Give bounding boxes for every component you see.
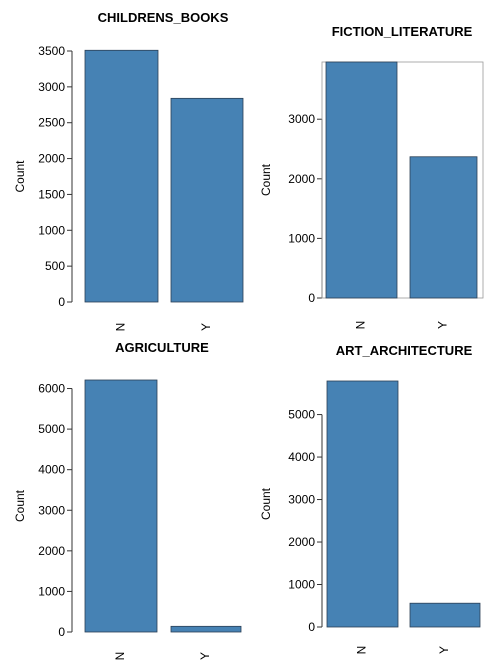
x-tick-label: Y	[199, 323, 213, 331]
y-tick-label: 1000	[288, 231, 315, 245]
x-tick-label: N	[355, 646, 369, 655]
y-axis-label: Count	[13, 489, 27, 522]
y-tick-label: 1000	[288, 578, 315, 592]
y-tick-label: 4000	[288, 450, 315, 464]
y-tick-label: 6000	[38, 382, 65, 396]
y-tick-label: 2500	[38, 116, 65, 130]
plot-frame	[321, 61, 484, 299]
bar-N	[84, 49, 159, 303]
chart-title: AGRICULTURE	[115, 340, 209, 355]
y-tick-label: 4000	[38, 463, 65, 477]
y-tick-label: 0	[58, 625, 65, 639]
y-tick-label: 500	[45, 259, 65, 273]
y-axis-label: Count	[259, 163, 273, 196]
y-tick-label: 2000	[38, 152, 65, 166]
y-tick-label: 2000	[38, 544, 65, 558]
bar-Y	[170, 97, 244, 303]
chart-panel-2: FICTION_LITERATURE Count 0 1000 2000 3000 N Y	[259, 24, 484, 330]
y-tick-label: 3000	[288, 112, 315, 126]
x-tick-label: Y	[198, 652, 212, 660]
y-tick-label: 2000	[288, 535, 315, 549]
x-tick-label: N	[113, 652, 127, 661]
bar-Y	[170, 625, 242, 633]
x-tick-label: Y	[437, 646, 451, 654]
x-tick-label: Y	[436, 321, 450, 329]
y-tick-label: 3000	[38, 503, 65, 517]
x-tick-label: N	[354, 321, 368, 330]
bar-Y	[409, 156, 478, 299]
chart-panel-4: ART_ARCHITECTURE Count 0 1000 2000 3000 4000 50…	[259, 343, 481, 655]
y-tick-label: 5000	[288, 408, 315, 422]
x-tick-label: N	[114, 323, 128, 332]
y-tick-label: 2000	[288, 172, 315, 186]
y-tick-label: 1000	[38, 584, 65, 598]
chart-panel-3: AGRICULTURE Count 0 1000 2000 3000 4000 5000 600…	[13, 340, 242, 661]
chart-title: CHILDRENS_BOOKS	[98, 10, 229, 25]
y-tick-label: 5000	[38, 422, 65, 436]
y-tick-label: 0	[308, 291, 315, 305]
y-tick-label: 1500	[38, 187, 65, 201]
chart-title: ART_ARCHITECTURE	[336, 343, 473, 358]
y-axis-label: Count	[259, 487, 273, 520]
chart-panel-1: CHILDRENS_BOOKS Count 0 500 1000 1500 2000 2500…	[13, 10, 244, 332]
y-tick-label: 0	[308, 620, 315, 634]
y-tick-label: 3500	[38, 44, 65, 58]
y-tick-label: 3000	[288, 493, 315, 507]
bar-N	[326, 380, 399, 628]
y-axis-label: Count	[13, 160, 27, 193]
y-tick-label: 0	[58, 295, 65, 309]
bar-Y	[409, 602, 481, 628]
bar-N	[325, 61, 398, 299]
chart-title: FICTION_LITERATURE	[332, 24, 473, 39]
y-tick-label: 3000	[38, 80, 65, 94]
bar-N	[84, 379, 158, 633]
y-tick-label: 1000	[38, 223, 65, 237]
